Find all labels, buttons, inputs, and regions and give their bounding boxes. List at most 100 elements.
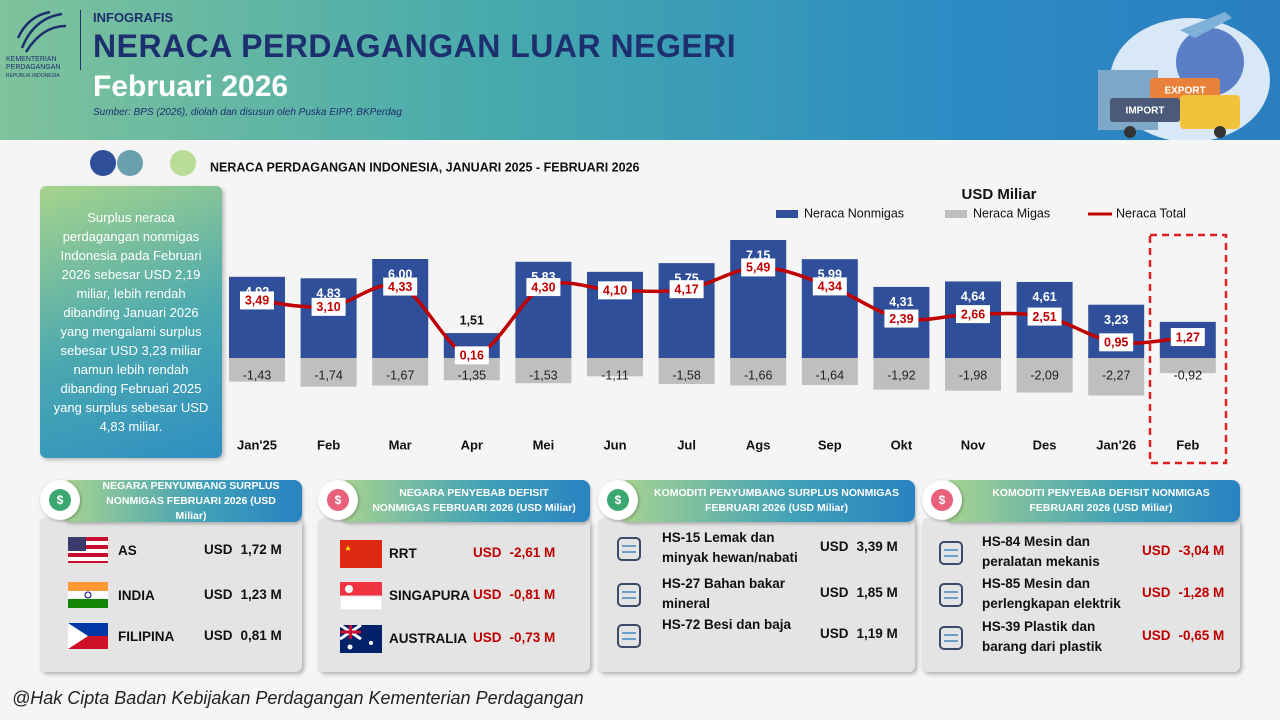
logo-text: KEMENTERIAN xyxy=(6,56,57,63)
value-label: 2,66 xyxy=(961,307,985,321)
x-tick-label: Sep xyxy=(818,437,842,452)
flag xyxy=(68,537,108,563)
x-tick-label: Jan'26 xyxy=(1096,437,1136,452)
value-label-box xyxy=(598,281,632,300)
legend-label: Neraca Total xyxy=(1116,206,1186,220)
icon: $ xyxy=(49,489,71,511)
value-label: 3,10 xyxy=(316,300,340,314)
flag xyxy=(339,623,382,653)
header-title: NERACA PERDAGANGAN LUAR NEGERI xyxy=(93,28,737,64)
svg-text:$: $ xyxy=(939,493,946,507)
panel-title: NEGARA PENYUMBANG SURPLUS NONMIGAS FEBRU… xyxy=(62,480,302,522)
value-label: 4,31 xyxy=(889,295,913,309)
x-tick-label: Jul xyxy=(677,437,696,452)
panel-title: KOMODITI PENYEBAB DEFISIT NONMIGAS FEBRU… xyxy=(944,480,1240,522)
panel: NEGARA PENYEBAB DEFISIT NONMIGAS FEBRUAR… xyxy=(318,480,590,672)
row-value: USD 0,81 M xyxy=(204,628,282,643)
x-tick-label: Mar xyxy=(389,437,412,452)
value-label-box xyxy=(454,346,489,365)
footer: @Hak Cipta Badan Kebijakan Perdagangan K… xyxy=(12,688,584,708)
value-label: -1,92 xyxy=(887,368,916,382)
row-value: USD 1,19 M xyxy=(820,626,898,641)
bar xyxy=(372,259,429,358)
row-currency: USD xyxy=(820,585,849,600)
bar xyxy=(587,358,643,377)
value-label: 4,30 xyxy=(531,280,555,294)
chart-title: NERACA PERDAGANGAN INDONESIA, JANUARI 20… xyxy=(210,160,640,174)
value-label: 4,33 xyxy=(388,280,412,294)
bar xyxy=(801,259,858,358)
value-label: 4,10 xyxy=(603,284,627,298)
legend-label: Neraca Nonmigas xyxy=(804,206,904,220)
value-label-box xyxy=(956,305,990,324)
row-name: RRT xyxy=(389,546,417,561)
row-currency: USD xyxy=(204,542,233,557)
row-icon xyxy=(934,538,978,568)
divider xyxy=(80,10,81,70)
bar xyxy=(515,261,572,358)
row-value: USD -1,28 M xyxy=(1142,585,1224,600)
icon: $ xyxy=(607,489,629,511)
legend-swatch xyxy=(776,210,798,218)
value-label: -0,92 xyxy=(1174,368,1203,382)
legend-label: Neraca Migas xyxy=(973,206,1050,220)
value-label: 2,39 xyxy=(889,312,913,326)
row-amount: -3,04 M xyxy=(1178,543,1225,558)
value-label: 4,61 xyxy=(1032,290,1056,304)
row-amount: -1,28 M xyxy=(1178,585,1225,600)
row-currency: USD xyxy=(204,628,233,643)
row-value: USD 1,85 M xyxy=(820,585,898,600)
row-name: HS-72 Besi dan baja xyxy=(662,617,792,632)
value-label-box xyxy=(1170,328,1205,347)
summary-text: Surplus neraca perdagangan nonmigas Indo… xyxy=(53,210,209,434)
logo-text: REPUBLIK INDONESIA xyxy=(6,73,60,79)
row-icon xyxy=(934,623,978,653)
unit-label: USD Miliar xyxy=(961,186,1036,203)
row-icon xyxy=(340,540,384,570)
panel: KOMODITI PENYUMBANG SURPLUS NONMIGAS FEB… xyxy=(598,480,915,672)
row-icon xyxy=(934,580,978,610)
value-label: 1,51 xyxy=(460,313,484,327)
value-label: -1,43 xyxy=(243,368,272,382)
legend-swatch xyxy=(945,210,967,218)
panel-icon: $ xyxy=(318,480,358,520)
row-currency: USD xyxy=(473,587,502,602)
row-amount: 1,23 M xyxy=(240,587,282,602)
row-name: HS-39 Plastik dan barang dari plastik xyxy=(982,619,1103,654)
bar xyxy=(300,358,357,387)
value-label-box xyxy=(884,309,919,328)
value-label: -1,64 xyxy=(816,368,845,382)
bar xyxy=(801,358,858,386)
value-label-box xyxy=(741,258,776,277)
header-label: INFOGRAFIS xyxy=(93,10,174,25)
row-icon xyxy=(339,623,384,655)
panel-icon: $ xyxy=(40,480,80,520)
bar xyxy=(300,278,357,358)
row-name: SINGAPURA xyxy=(389,588,471,603)
x-tick-label: Jun xyxy=(603,437,626,452)
x-tick-label: Jan'25 xyxy=(237,437,277,452)
row-currency: USD xyxy=(1142,628,1171,643)
value-label: -1,53 xyxy=(529,368,558,382)
value-label: -1,74 xyxy=(314,368,343,382)
bar xyxy=(658,358,715,385)
bar xyxy=(229,276,285,358)
bar xyxy=(229,358,285,382)
bar xyxy=(1088,358,1145,396)
x-tick-label: Des xyxy=(1033,437,1057,452)
row-currency: USD xyxy=(1142,585,1171,600)
row-icon xyxy=(68,623,112,653)
row-value: USD -2,61 M xyxy=(473,545,555,560)
panel-body xyxy=(922,518,1240,672)
row-icon xyxy=(339,582,384,612)
value-label-box xyxy=(812,277,847,296)
row-amount: -0,65 M xyxy=(1178,628,1225,643)
row-amount: -2,61 M xyxy=(509,545,556,560)
row-icon xyxy=(612,534,656,564)
row-value: USD -3,04 M xyxy=(1142,543,1224,558)
row-currency: USD xyxy=(204,587,233,602)
value-label: 3,49 xyxy=(245,294,269,308)
value-label-box xyxy=(526,278,561,297)
value-label: 0,95 xyxy=(1104,336,1128,350)
